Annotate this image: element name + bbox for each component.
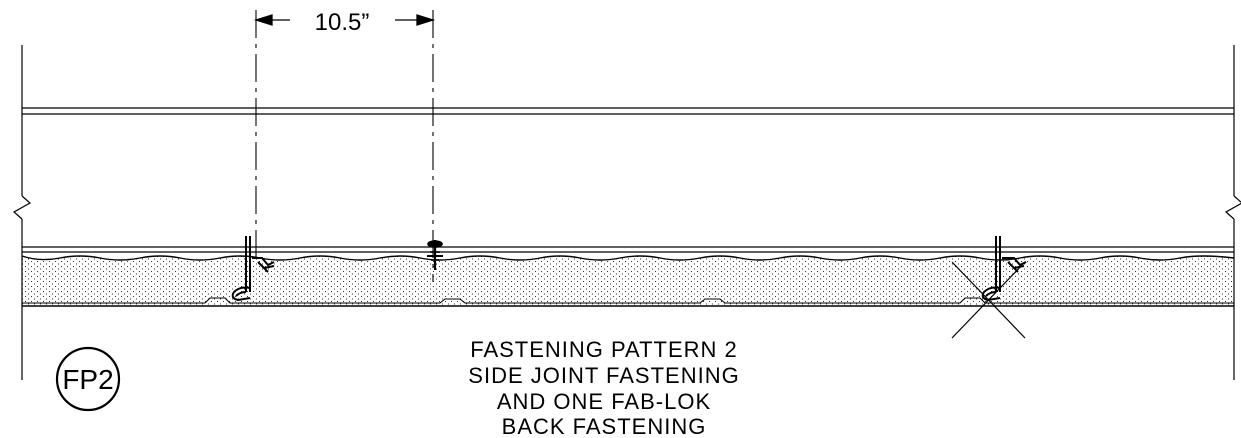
seam-clip-icon xyxy=(231,236,275,302)
insulated-panel xyxy=(21,255,1235,307)
detail-tag-icon: FP2 xyxy=(55,346,121,412)
caption: FASTENING PATTERN 2 SIDE JOINT FASTENING… xyxy=(468,337,739,438)
dimension-extension-lines xyxy=(255,10,434,282)
no-fastener-mark xyxy=(951,261,1026,339)
caption-line-2: SIDE JOINT FASTENING xyxy=(468,363,739,388)
framing-lines xyxy=(22,107,1234,253)
dimension-label: 10.5” xyxy=(315,9,370,36)
break-line-icon xyxy=(1224,45,1241,380)
caption-line-4: BACK FASTENING xyxy=(502,414,707,438)
break-line-icon xyxy=(12,45,32,380)
dimension-line xyxy=(253,14,436,26)
detail-tag-label: FP2 xyxy=(62,364,113,395)
caption-line-3: AND ONE FAB-LOK xyxy=(497,389,711,414)
fab-lok-fastener-icon xyxy=(427,240,443,270)
caption-line-1: FASTENING PATTERN 2 xyxy=(470,337,738,362)
